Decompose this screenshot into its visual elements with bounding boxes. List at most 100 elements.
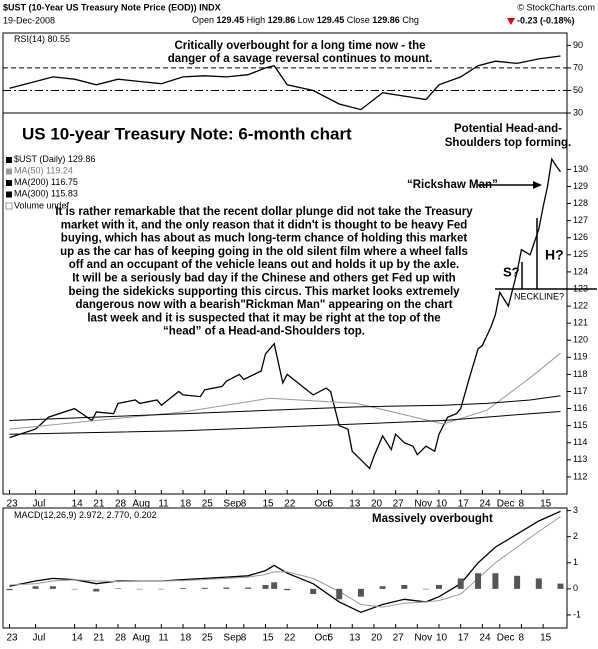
legend-name: $UST (Daily) xyxy=(14,154,65,164)
legend-value: 0.202 xyxy=(134,510,157,520)
histogram-bar xyxy=(271,582,278,589)
y-tick-label: 124 xyxy=(573,266,588,276)
date: 19-Dec-2008 xyxy=(3,15,55,25)
histogram-bar xyxy=(180,588,187,589)
y-tick-label: 118 xyxy=(573,369,587,379)
x-tick-label: Dec xyxy=(497,499,515,510)
commentary-line: being the sidekicks supporting this circ… xyxy=(68,286,460,298)
y-tick-label: 112 xyxy=(573,471,587,481)
quote-value: 129.86 xyxy=(372,15,400,25)
commentary-line: It will be a seriously bad day if the Ch… xyxy=(72,273,455,285)
change-label: Chg xyxy=(402,15,419,25)
x-tick-label: 14 xyxy=(72,633,84,644)
histogram-bar xyxy=(93,588,100,592)
histogram-bar xyxy=(336,588,343,600)
commentary-line: buying, which has about as much long-ter… xyxy=(61,233,468,245)
y-tick-label: 90 xyxy=(573,40,583,50)
legend-name: MA(200) xyxy=(14,177,49,187)
legend: Volume undef xyxy=(14,200,70,210)
x-tick-label: Sep xyxy=(223,633,241,644)
commentary-line: last week and it is suspected that it ma… xyxy=(87,312,440,324)
legend-name: MACD(12,26,9) xyxy=(14,510,77,520)
x-tick-label: 20 xyxy=(371,499,383,510)
source: © StockCharts.com xyxy=(517,2,595,12)
histogram-bar xyxy=(71,588,78,590)
x-tick-label: 25 xyxy=(202,499,214,510)
x-tick-label: 15 xyxy=(262,499,274,510)
annotation-title: US 10-year Treasury Note: 6-month chart xyxy=(22,124,352,143)
y-tick-label: 127 xyxy=(573,215,588,225)
x-tick-label: 14 xyxy=(72,499,84,510)
y-tick-label: 115 xyxy=(573,420,587,430)
histogram-bar xyxy=(245,587,252,589)
x-tick-label: 10 xyxy=(436,633,448,644)
x-tick-label: Aug xyxy=(132,499,150,510)
histogram-bar xyxy=(201,587,208,589)
series-line xyxy=(9,55,561,111)
y-tick-label: 114 xyxy=(573,437,587,447)
x-tick-label: 6 xyxy=(328,499,334,510)
rsi-note: danger of a savage reversal continues to… xyxy=(168,53,433,65)
panel: 1121131141151161171181191201211221231241… xyxy=(2,112,588,510)
x-tick-label: Oct xyxy=(315,633,331,644)
quote-label: Close xyxy=(347,15,370,25)
quote: Open 129.45 High 129.86 Low 129.45 Close… xyxy=(192,15,419,25)
y-tick-label: 125 xyxy=(573,249,588,259)
y-tick-label: 122 xyxy=(573,300,588,310)
legend-swatch xyxy=(6,157,12,163)
panel: 30 50 70 90 RSI(14) 80.55 xyxy=(2,32,583,117)
x-tick-label: 27 xyxy=(393,633,405,644)
legend-value: 80.55 xyxy=(48,34,71,44)
legend-swatch xyxy=(6,180,12,186)
panel-frame xyxy=(2,507,568,629)
y-tick-label: 3 xyxy=(573,505,578,515)
histogram-bar xyxy=(535,578,542,589)
legend-value: 129.86 xyxy=(68,154,96,164)
x-tick-label: 24 xyxy=(479,633,491,644)
legend: RSI(14) 80.55 xyxy=(14,34,70,44)
x-tick-label: 13 xyxy=(349,633,361,644)
legend: MACD(12,26,9) 2.972, 2.770, 0.202 xyxy=(14,510,157,520)
x-tick-label: Jul xyxy=(33,499,46,510)
quote-label: Low xyxy=(298,15,315,25)
legend-value: 119.24 xyxy=(46,166,73,176)
series-line xyxy=(9,157,562,470)
legend-value: 115.83 xyxy=(51,189,78,199)
legend-value: 2.770, xyxy=(107,510,132,520)
y-tick-label: 70 xyxy=(573,62,583,72)
histogram-bar xyxy=(114,588,121,589)
pattern-note: Shoulders top forming. xyxy=(445,137,572,149)
y-tick-label: 2 xyxy=(573,531,578,541)
histogram-bar xyxy=(6,588,13,591)
legend: $UST (Daily) 129.86 xyxy=(14,154,95,164)
x-tick-label: 27 xyxy=(393,499,405,510)
y-tick-label: 120 xyxy=(573,335,588,345)
y-tick-label: 128 xyxy=(573,198,588,208)
series-line xyxy=(9,352,561,430)
x-tick-label: 17 xyxy=(458,499,470,510)
y-tick-label: -1 xyxy=(573,609,581,619)
legend-swatch xyxy=(5,202,13,210)
commentary-line: up as the car has of keeping going in th… xyxy=(60,246,468,258)
x-tick-label: 28 xyxy=(115,499,127,510)
y-tick-label: 1 xyxy=(573,557,578,567)
rickshaw-label: “Rickshaw Man” xyxy=(407,179,498,191)
y-tick-label: 0 xyxy=(573,583,578,593)
histogram-bar xyxy=(492,573,499,589)
x-tick-label: 13 xyxy=(349,499,361,510)
legend: MA(50) 119.24 xyxy=(14,166,73,176)
histogram-bar xyxy=(357,588,364,597)
histogram-bar xyxy=(423,588,429,590)
x-tick-label: 18 xyxy=(180,633,192,644)
y-tick-label: 30 xyxy=(573,107,583,117)
legend: MA(300) 115.83 xyxy=(14,189,78,199)
x-tick-label: 15 xyxy=(540,499,552,510)
x-tick-label: 11 xyxy=(158,633,169,644)
quote-label: High xyxy=(247,15,266,25)
histogram-bar xyxy=(223,587,230,589)
commentary-line: off and an occupant of the vehicle leans… xyxy=(69,259,459,271)
histogram-bar xyxy=(262,584,269,589)
series-line xyxy=(9,510,561,614)
